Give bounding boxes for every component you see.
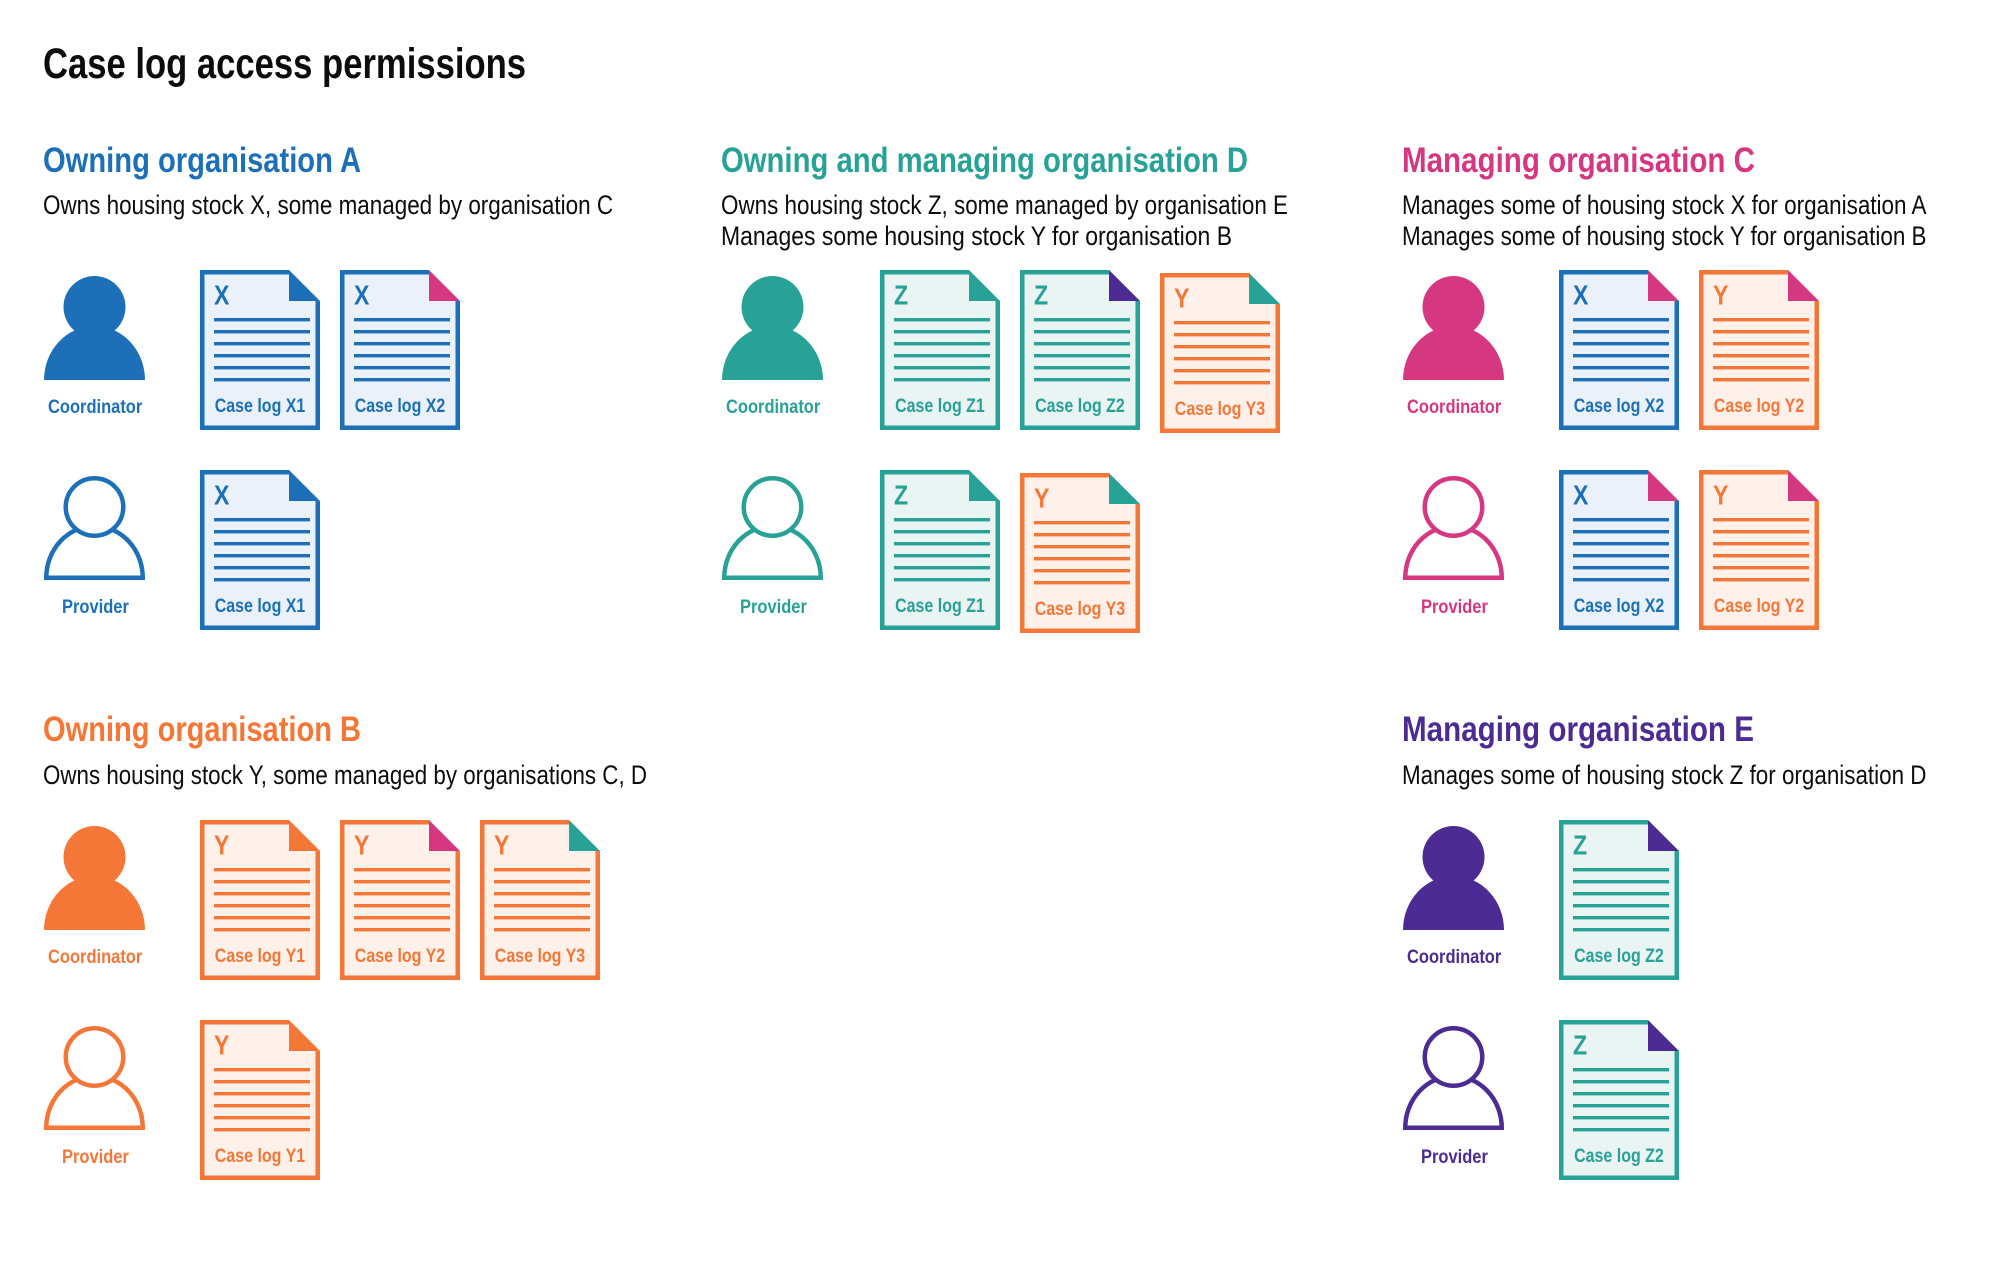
svg-text:Y: Y	[1713, 281, 1728, 311]
svg-text:Case log Y2: Case log Y2	[1714, 595, 1804, 617]
svg-text:Y: Y	[1174, 284, 1189, 314]
svg-text:Case log Y1: Case log Y1	[215, 1145, 305, 1167]
svg-text:Y: Y	[214, 1031, 229, 1061]
svg-text:Case log X2: Case log X2	[1574, 595, 1665, 617]
svg-text:Case log Z2: Case log Z2	[1574, 1145, 1664, 1167]
svg-text:Case log Z2: Case log Z2	[1574, 945, 1664, 967]
svg-text:X: X	[214, 481, 229, 511]
svg-text:Case log X2: Case log X2	[1574, 395, 1665, 417]
svg-text:Y: Y	[1713, 481, 1728, 511]
svg-text:Case log Z2: Case log Z2	[1035, 395, 1125, 417]
svg-text:Case log Y3: Case log Y3	[1035, 598, 1125, 620]
svg-text:X: X	[1573, 481, 1588, 511]
svg-text:Z: Z	[1573, 1031, 1587, 1061]
svg-text:X: X	[214, 281, 229, 311]
svg-text:Z: Z	[1573, 831, 1587, 861]
svg-text:Y: Y	[1034, 484, 1049, 514]
svg-text:Case log Y3: Case log Y3	[495, 945, 585, 967]
svg-text:Case log Y3: Case log Y3	[1175, 398, 1265, 420]
svg-text:X: X	[1573, 281, 1588, 311]
svg-text:Case log X1: Case log X1	[215, 595, 306, 617]
svg-text:Case log Y2: Case log Y2	[1714, 395, 1804, 417]
svg-text:Y: Y	[214, 831, 229, 861]
svg-text:Case log Z1: Case log Z1	[895, 595, 985, 617]
svg-text:Case log Z1: Case log Z1	[895, 395, 985, 417]
svg-text:Case log Y2: Case log Y2	[355, 945, 445, 967]
svg-text:Case log Y1: Case log Y1	[215, 945, 305, 967]
svg-text:Case log X1: Case log X1	[215, 395, 306, 417]
svg-text:X: X	[354, 281, 369, 311]
svg-text:Y: Y	[494, 831, 509, 861]
svg-text:Case log X2: Case log X2	[355, 395, 446, 417]
svg-text:Z: Z	[894, 281, 908, 311]
svg-text:Z: Z	[1034, 281, 1048, 311]
svg-text:Z: Z	[894, 481, 908, 511]
svg-text:Y: Y	[354, 831, 369, 861]
